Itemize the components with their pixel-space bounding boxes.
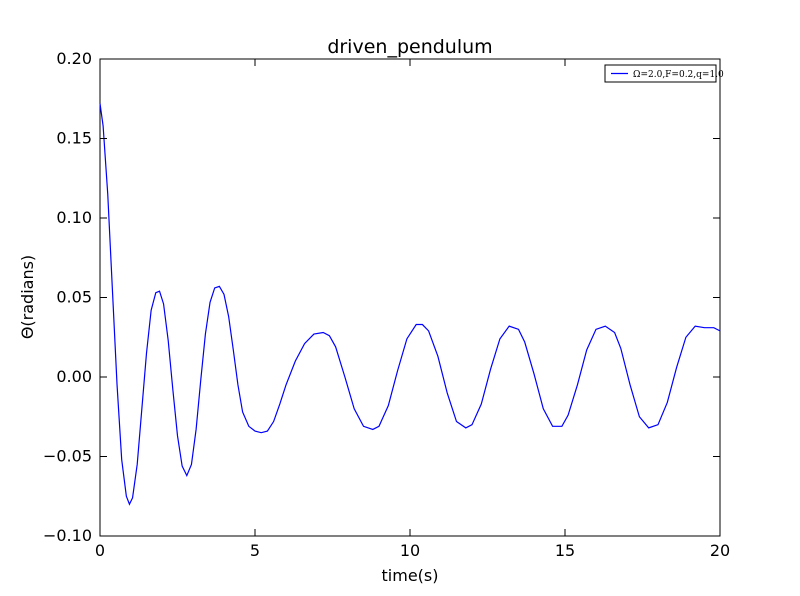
y-tick-label: 0.15 <box>56 129 92 148</box>
plot-area <box>99 58 721 537</box>
y-tick-label: −0.10 <box>43 526 92 545</box>
x-tick-label: 0 <box>95 541 105 560</box>
series-line <box>99 103 721 506</box>
y-tick-label: −0.05 <box>43 447 92 466</box>
y-tick-label: 0.10 <box>56 208 92 227</box>
x-tick-label: 20 <box>710 541 730 560</box>
y-axis: −0.10 −0.05 0.00 0.05 0.10 0.15 0.20 <box>43 49 720 545</box>
legend: Ω=2.0,F=0.2,q=1.0 <box>604 64 724 83</box>
legend-box <box>604 64 717 83</box>
x-tick-label: 5 <box>250 541 260 560</box>
y-tick-label: 0.20 <box>56 49 92 68</box>
y-tick-label: 0.00 <box>56 367 92 386</box>
y-tick-label: 0.05 <box>56 288 92 307</box>
x-tick-label: 10 <box>400 541 420 560</box>
x-axis: 0 5 10 15 20 <box>95 59 730 560</box>
y-axis-label: Θ(radians) <box>18 255 37 339</box>
x-tick-label: 15 <box>555 541 575 560</box>
x-axis-label: time(s) <box>382 566 439 585</box>
chart-title: driven_pendulum <box>327 36 492 58</box>
legend-label: Ω=2.0,F=0.2,q=1.0 <box>633 70 724 80</box>
plot-frame <box>99 58 721 537</box>
